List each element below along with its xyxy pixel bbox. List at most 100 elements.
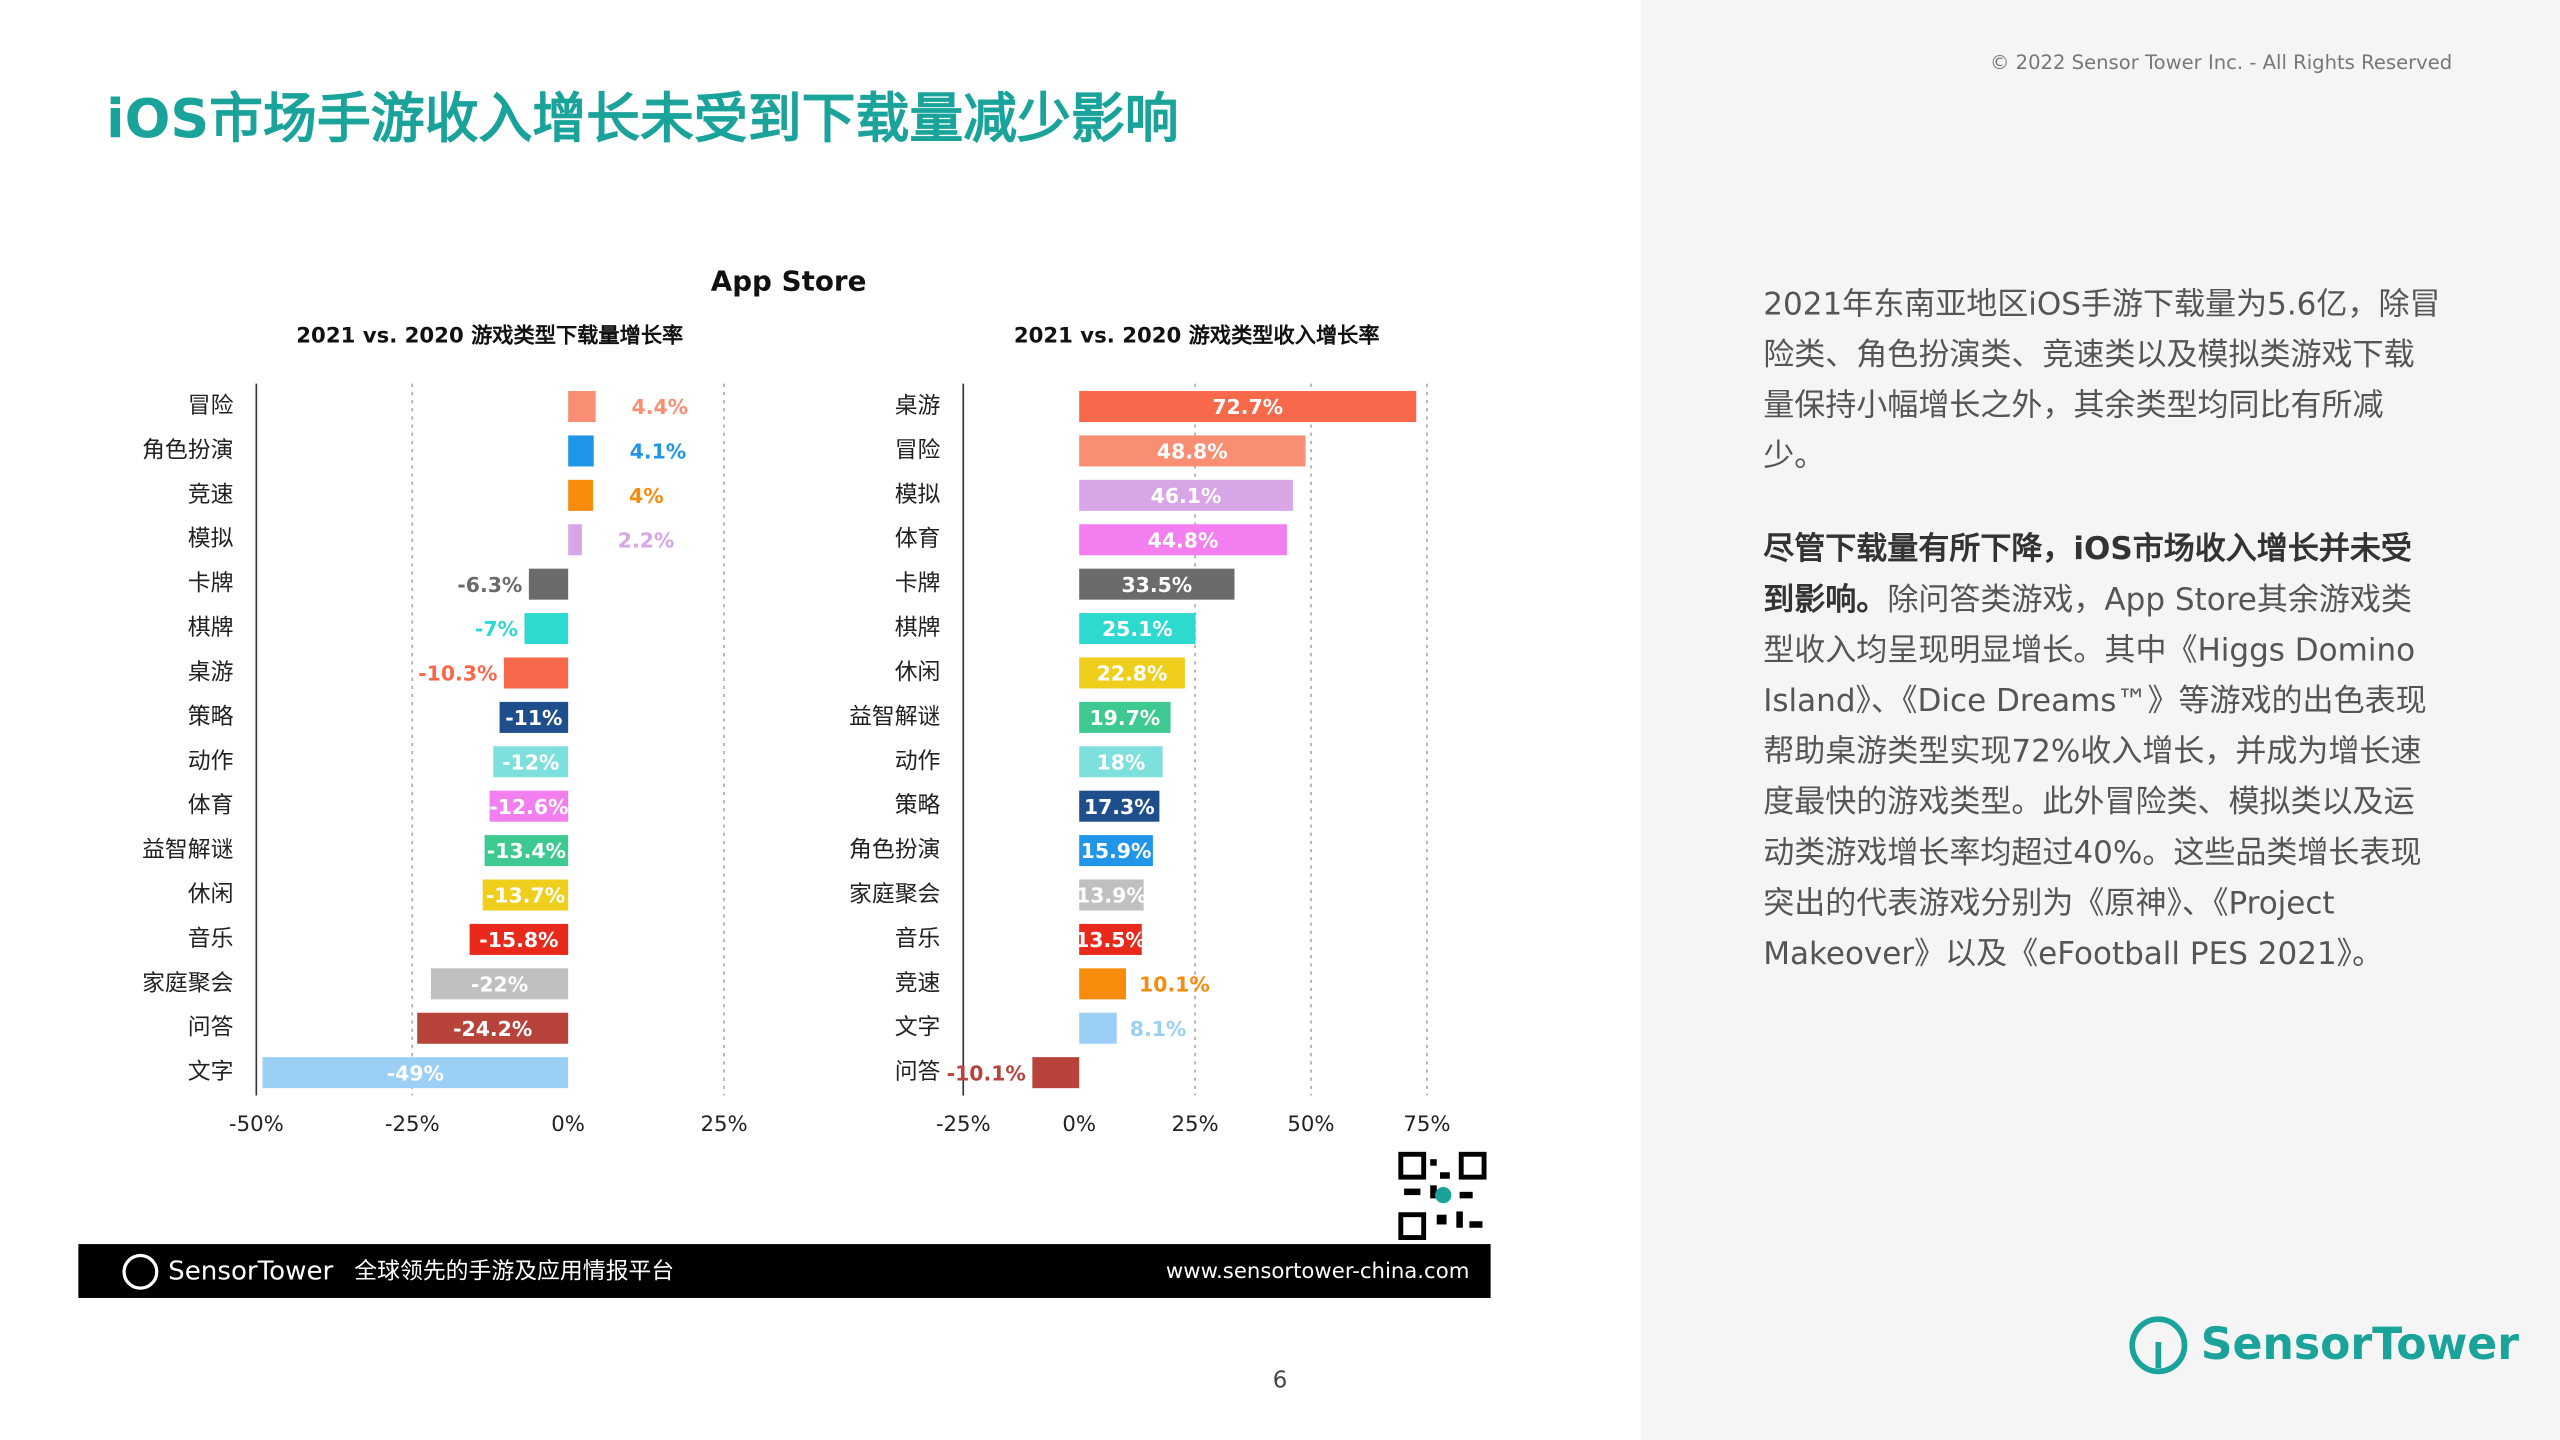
category-label: 休闲 xyxy=(895,659,941,685)
bar xyxy=(568,479,594,511)
category-label: 文字 xyxy=(895,1015,941,1041)
paragraph-line: 动类游戏增长率均超过40%。这些品类增长表现 xyxy=(1763,835,2421,871)
paragraph-line: 帮助桌游类型实现72%收入增长，并成为增长速 xyxy=(1763,734,2421,770)
x-tick-label: -25% xyxy=(385,1112,440,1137)
chart-heading: App Store xyxy=(711,264,867,297)
data-label: 17.3% xyxy=(1084,795,1155,819)
bar xyxy=(1079,790,1160,822)
paragraph-line: Island》、《Dice Dreams™》等游戏的出色表现 xyxy=(1763,683,2426,719)
data-label: -7% xyxy=(475,617,518,641)
paragraph-line: 少。 xyxy=(1763,438,1825,474)
paragraph-line: 2021年东南亚地区iOS手游下载量为5.6亿，除冒 xyxy=(1763,286,2440,322)
bar xyxy=(469,923,569,955)
x-tick-label: 25% xyxy=(1172,1112,1219,1137)
data-label: -13.7% xyxy=(486,884,565,908)
category-label: 竞速 xyxy=(188,482,234,508)
category-label: 音乐 xyxy=(188,926,234,952)
category-label: 家庭聚会 xyxy=(849,882,940,908)
data-label: 13.5% xyxy=(1075,928,1146,952)
data-label: 2.2% xyxy=(618,528,675,552)
data-label: 25.1% xyxy=(1102,617,1173,641)
category-label: 策略 xyxy=(188,704,234,730)
footer-tagline: 全球领先的手游及应用情报平台 xyxy=(354,1258,674,1284)
category-label: 音乐 xyxy=(895,926,941,952)
data-label: -11% xyxy=(505,706,562,730)
bar xyxy=(1032,1057,1080,1089)
chart: 2021 vs. 2020 游戏类型收入增长率 -25% 0% 25% 50% 75% 桌游… xyxy=(849,322,1451,1137)
category-label: 策略 xyxy=(895,793,941,819)
chart-title: 2021 vs. 2020 游戏类型下载量增长率 xyxy=(296,322,683,348)
data-label: -24.2% xyxy=(453,1017,532,1041)
data-label: -12% xyxy=(502,750,559,774)
category-label: 竞速 xyxy=(895,970,941,996)
data-label: 18% xyxy=(1097,750,1146,774)
x-tick-label: -25% xyxy=(936,1112,991,1137)
data-label: 19.7% xyxy=(1089,706,1160,730)
category-label: 益智解谜 xyxy=(849,704,941,730)
x-tick-label: 75% xyxy=(1403,1112,1450,1137)
bar xyxy=(489,790,569,822)
category-label: 家庭聚会 xyxy=(142,970,233,996)
bar xyxy=(1079,746,1163,778)
paragraph-1: 2021年东南亚地区iOS手游下载量为5.6亿，除冒险类、角色扮演类、竞速类以及… xyxy=(1763,286,2440,474)
bar xyxy=(1079,435,1306,467)
paragraph-line: 度最快的游戏类型。此外冒险类、模拟类以及运 xyxy=(1763,784,2414,820)
category-label: 动作 xyxy=(188,748,234,774)
category-label: 问答 xyxy=(895,1059,941,1085)
qr-code xyxy=(1398,1151,1487,1240)
category-label: 卡牌 xyxy=(188,571,234,597)
data-label: -15.8% xyxy=(479,928,558,952)
paragraph-line: 量保持小幅增长之外，其余类型均同比有所减 xyxy=(1763,388,2383,424)
data-label: 4.1% xyxy=(630,440,687,464)
data-label: -12.6% xyxy=(489,795,568,819)
category-label: 模拟 xyxy=(895,482,941,508)
category-label: 问答 xyxy=(188,1015,234,1041)
bar xyxy=(262,1057,569,1089)
paragraph-line: Makeover》以及《eFootball PES 2021》。 xyxy=(1763,936,2383,972)
footer-bar xyxy=(78,1244,1491,1298)
data-label: 10.1% xyxy=(1139,972,1210,996)
category-label: 冒险 xyxy=(895,437,941,463)
category-label: 模拟 xyxy=(188,526,234,552)
data-label: 48.8% xyxy=(1157,440,1228,464)
bar xyxy=(1079,524,1287,556)
footer-url: www.sensortower-china.com xyxy=(1166,1259,1469,1284)
footer-brand: SensorTower xyxy=(168,1256,333,1286)
bar xyxy=(430,968,569,1000)
category-label: 冒险 xyxy=(188,393,234,419)
category-label: 桌游 xyxy=(188,659,234,685)
data-label: 72.7% xyxy=(1212,395,1283,419)
x-tick-label: 25% xyxy=(700,1112,747,1137)
bar xyxy=(568,391,596,423)
bold-text: 到影响。 xyxy=(1763,582,1887,618)
paragraph-line: 突出的代表游戏分别为《原神》、《Project xyxy=(1763,885,2334,921)
bar xyxy=(1079,479,1293,511)
bar xyxy=(417,1012,569,1044)
bar xyxy=(493,746,569,778)
bar xyxy=(1079,391,1417,423)
data-label: 46.1% xyxy=(1151,484,1222,508)
footer-logo-icon xyxy=(122,1253,159,1290)
bar xyxy=(568,524,582,556)
bar xyxy=(484,835,569,867)
category-label: 体育 xyxy=(895,526,941,552)
data-label: -6.3% xyxy=(457,573,522,597)
bar xyxy=(503,657,569,689)
bar xyxy=(1079,968,1127,1000)
page-number: 6 xyxy=(1273,1368,1288,1394)
bar xyxy=(1079,923,1142,955)
bar xyxy=(1079,879,1144,911)
x-tick-label: 50% xyxy=(1287,1112,1334,1137)
data-label: 44.8% xyxy=(1148,528,1219,552)
x-tick-label: 0% xyxy=(1062,1112,1096,1137)
chart-title: 2021 vs. 2020 游戏类型收入增长率 xyxy=(1014,322,1380,348)
data-label: -13.4% xyxy=(487,839,566,863)
bar xyxy=(499,701,569,733)
x-tick-label: -50% xyxy=(229,1112,284,1137)
bar xyxy=(528,568,569,600)
data-label: -10.3% xyxy=(418,662,497,686)
copyright: © 2022 Sensor Tower Inc. - All Rights Re… xyxy=(1990,51,2452,74)
category-label: 卡牌 xyxy=(895,571,941,597)
